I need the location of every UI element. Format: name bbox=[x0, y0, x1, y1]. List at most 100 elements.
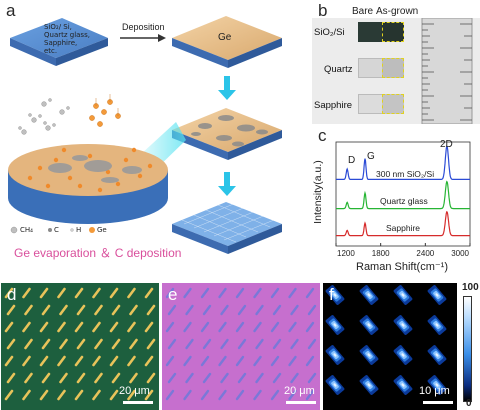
graphene-ribbon-e bbox=[200, 287, 210, 299]
graphene-ribbon-e bbox=[288, 287, 297, 299]
graphene-ribbon-d bbox=[144, 321, 154, 333]
graphene-ribbon-e bbox=[305, 355, 315, 367]
graphene-ribbon-e bbox=[167, 304, 177, 316]
ge-atoms-evaporating bbox=[89, 94, 121, 127]
graphene-ribbon-e bbox=[185, 304, 194, 316]
row-label-sio2: SiO₂/Si bbox=[314, 27, 345, 38]
graphene-ribbon-e bbox=[183, 355, 192, 367]
row-label-sapphire: Sapphire bbox=[314, 100, 353, 111]
peak-d-label: D bbox=[348, 155, 356, 166]
graphene-ribbon-d bbox=[4, 355, 14, 367]
graphene-ribbon-e bbox=[235, 287, 245, 299]
panel-d: d 20 μm bbox=[1, 283, 159, 410]
graphene-ribbon-e bbox=[270, 321, 280, 333]
graphene-ribbon-e bbox=[305, 321, 315, 333]
graphene-ribbon-e bbox=[237, 304, 247, 316]
panel-a-illustration bbox=[8, 16, 282, 254]
substrate-item: SiO₂/ Si, bbox=[44, 23, 72, 31]
scale-label-e: 20 μm bbox=[284, 385, 315, 397]
graphene-ribbon-e bbox=[288, 389, 297, 401]
graphene-ribbon-e bbox=[270, 355, 280, 367]
raman-intensity-blob bbox=[427, 375, 447, 395]
raman-intensity-blob bbox=[427, 285, 447, 305]
panel-label-f: f bbox=[329, 285, 334, 304]
graphene-ribbon-e bbox=[290, 338, 299, 350]
graphene-ribbon-e bbox=[220, 304, 229, 316]
graphene-ribbon-e bbox=[220, 372, 229, 384]
graphene-ribbon-d bbox=[146, 372, 156, 384]
legend-ge: Ge bbox=[97, 226, 107, 234]
graphene-ribbon-d bbox=[22, 287, 31, 299]
graphene-ribbon-e bbox=[253, 287, 262, 299]
graphene-ribbon-e bbox=[253, 355, 262, 367]
graphene-ribbon-d bbox=[74, 287, 84, 299]
quartz-grown-chip bbox=[382, 58, 404, 78]
graphene-ribbon-d bbox=[57, 355, 66, 367]
panel-label-a: a bbox=[6, 1, 16, 20]
graphene-ribbon-d bbox=[41, 338, 51, 350]
graphene-ribbon-d bbox=[57, 321, 66, 333]
header-bare: Bare bbox=[352, 6, 374, 17]
raman-intensity-blob bbox=[393, 345, 413, 365]
graphene-ribbon-e bbox=[255, 304, 264, 316]
graphene-ribbon-e bbox=[255, 372, 264, 384]
colorbar bbox=[463, 296, 472, 402]
graphene-ribbon-d bbox=[129, 304, 138, 316]
graphene-ribbon-e bbox=[237, 338, 247, 350]
graphene-ribbon-e bbox=[270, 389, 280, 401]
graphene-ribbon-e bbox=[307, 304, 317, 316]
legend-h: H bbox=[76, 226, 82, 234]
x-tick-label: 1200 bbox=[337, 249, 355, 258]
graphene-ribbon-d bbox=[127, 389, 136, 401]
panel-a: a bbox=[0, 0, 310, 260]
panel-b: b Bare As-grown SiO₂/Si Quartz Sapphire bbox=[312, 0, 480, 124]
graphene-ribbon-e bbox=[200, 389, 210, 401]
graphene-ribbon-e bbox=[272, 338, 282, 350]
panel-label-b: b bbox=[318, 1, 328, 20]
hydrogen-atom-icon bbox=[70, 228, 74, 232]
panel-label-e: e bbox=[168, 285, 178, 304]
raman-chart: 1200 1800 2400 3000 bbox=[335, 141, 471, 258]
graphene-ribbon-d bbox=[74, 355, 84, 367]
x-tick-label: 1800 bbox=[372, 249, 390, 258]
graphene-ribbon-e bbox=[200, 321, 210, 333]
graphene-ribbon-d bbox=[129, 372, 138, 384]
graphene-ribbon-d bbox=[127, 287, 136, 299]
graphene-ribbon-d bbox=[22, 321, 31, 333]
substrate-item: etc. bbox=[44, 47, 58, 55]
graphene-ribbon-e bbox=[183, 389, 192, 401]
series-line-2 bbox=[336, 210, 470, 237]
zoom-disk bbox=[8, 144, 168, 224]
graphene-ribbon-d bbox=[92, 355, 101, 367]
graphene-ribbon-e bbox=[202, 304, 212, 316]
graphene-ribbon-e bbox=[167, 372, 177, 384]
graphene-ribbon-e bbox=[235, 321, 245, 333]
bare-substrate bbox=[10, 18, 108, 66]
sapphire-grown-chip bbox=[382, 94, 404, 114]
series-line-0 bbox=[336, 145, 470, 180]
graphene-ribbon-d bbox=[111, 304, 121, 316]
legend-ch4: CH₄ bbox=[20, 226, 33, 234]
colorbar-max: 100 bbox=[462, 282, 479, 293]
graphene-ribbon-e bbox=[165, 355, 175, 367]
raman-intensity-blob bbox=[359, 375, 379, 395]
raman-map-f bbox=[325, 285, 447, 395]
graphene-ribbon-d bbox=[111, 338, 121, 350]
graphene-ribbon-e bbox=[290, 372, 299, 384]
substrate-item: Sapphire, bbox=[44, 39, 78, 47]
graphene-ribbon-d bbox=[109, 355, 119, 367]
row-label-quartz: Quartz bbox=[324, 64, 353, 75]
scale-label-f: 10 μm bbox=[419, 385, 450, 397]
graphene-ribbon-d bbox=[22, 355, 31, 367]
graphene-ribbon-d bbox=[4, 287, 14, 299]
raman-intensity-blob bbox=[325, 375, 345, 395]
graphene-ribbon-d bbox=[6, 304, 16, 316]
graphene-ribbon-e bbox=[235, 355, 245, 367]
graphene-ribbon-e bbox=[202, 338, 212, 350]
graphene-ribbon-d bbox=[4, 389, 14, 401]
graphene-ribbon-e bbox=[218, 389, 227, 401]
graphene-ribbon-e bbox=[253, 321, 262, 333]
raman-intensity-blob bbox=[393, 285, 413, 305]
series-label-sio2: 300 nm SiO₂/Si bbox=[376, 169, 435, 179]
graphene-ribbon-e bbox=[290, 304, 299, 316]
